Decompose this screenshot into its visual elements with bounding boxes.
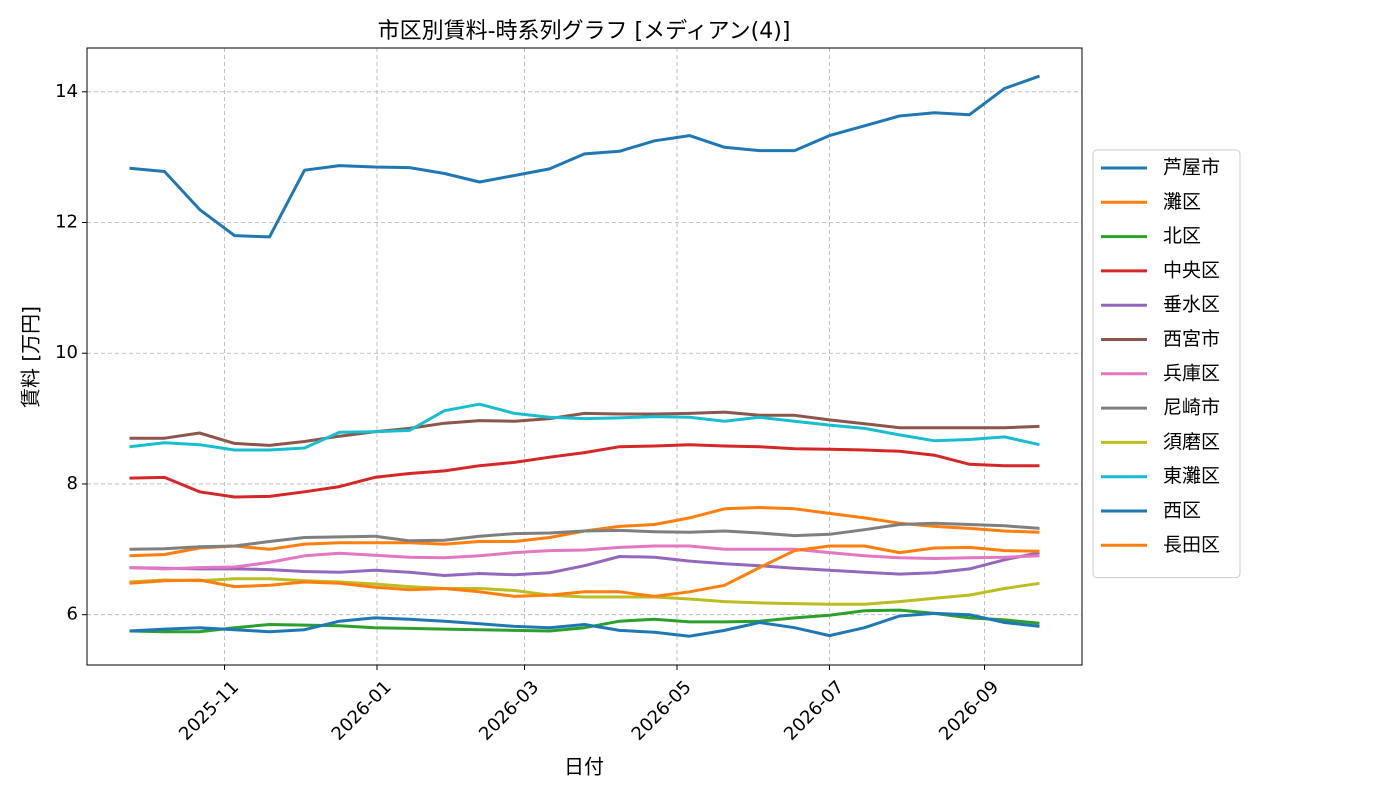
- legend-label: 須磨区: [1163, 431, 1220, 453]
- legend-label: 西宮市: [1163, 328, 1220, 350]
- legend-label: 中央区: [1163, 259, 1220, 281]
- y-axis-label: 賃料 [万円]: [19, 306, 43, 408]
- series-line: [129, 521, 1040, 551]
- legend-label: 北区: [1163, 225, 1201, 247]
- series-line: [129, 443, 1040, 499]
- x-tick-label: 2026-03: [475, 677, 543, 745]
- x-tick-label: 2025-11: [175, 677, 243, 745]
- legend-label: 東灘区: [1163, 465, 1220, 487]
- y-tick-label: 8: [67, 473, 78, 494]
- legend-label: 兵庫区: [1163, 362, 1220, 384]
- legend-label: 西区: [1163, 500, 1201, 522]
- y-tick-label: 14: [55, 81, 78, 102]
- x-tick-label: 2026-09: [935, 677, 1003, 745]
- x-axis-label: 日付: [564, 755, 604, 779]
- x-tick-label: 2026-01: [328, 677, 396, 745]
- series-line: [129, 608, 1040, 634]
- legend-box: [1092, 149, 1241, 579]
- series-line: [129, 402, 1040, 452]
- series-line: [129, 611, 1040, 638]
- series-line: [129, 74, 1041, 239]
- y-tick-label: 6: [67, 604, 78, 625]
- y-tick-label: 10: [55, 342, 78, 363]
- series-line: [129, 544, 1040, 598]
- legend-label: 垂水区: [1163, 294, 1220, 316]
- legend-label: 尼崎市: [1163, 397, 1220, 419]
- series-line: [129, 410, 1040, 447]
- legend-label: 灘区: [1163, 191, 1201, 213]
- x-tick-label: 2026-05: [628, 677, 696, 745]
- series-line: [129, 551, 1040, 577]
- legend-label: 長田区: [1163, 534, 1220, 556]
- y-tick-label: 12: [55, 212, 78, 233]
- legend-label: 芦屋市: [1163, 157, 1220, 179]
- x-tick-label: 2026-07: [780, 677, 848, 745]
- series-line: [129, 577, 1040, 606]
- plot-frame: [86, 47, 1083, 666]
- series-line: [129, 544, 1040, 571]
- chart-title: 市区別賃料-時系列グラフ [メディアン(4)]: [378, 19, 791, 44]
